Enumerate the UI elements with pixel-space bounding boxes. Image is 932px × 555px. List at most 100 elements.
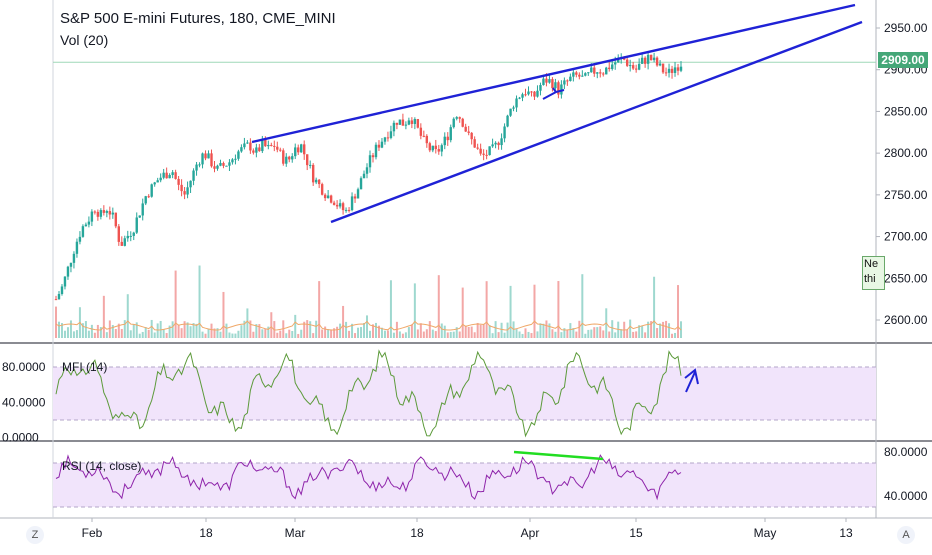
- candle-body: [138, 215, 141, 218]
- volume-bar: [204, 333, 207, 338]
- candle-body: [99, 210, 103, 217]
- volume-bar: [207, 328, 210, 338]
- volume-bar: [219, 331, 222, 338]
- volume-bar: [318, 281, 321, 338]
- volume-bar: [153, 332, 156, 338]
- volume-bar: [129, 330, 132, 338]
- candle-body: [545, 78, 548, 83]
- candle-body: [261, 139, 264, 152]
- candle-body: [102, 210, 106, 213]
- candle-body: [593, 67, 596, 74]
- candle-body: [225, 165, 228, 167]
- volume-bar: [174, 270, 177, 338]
- volume-bar: [189, 326, 192, 338]
- volume-bar: [288, 329, 291, 338]
- volume-bar: [476, 322, 479, 338]
- volume-bar: [84, 321, 87, 338]
- candle-body: [177, 178, 180, 185]
- volume-bar: [407, 327, 410, 338]
- candle-body: [201, 153, 204, 165]
- volume-label: Vol (20): [60, 32, 109, 48]
- candle-body: [587, 72, 590, 74]
- volume-bar: [255, 324, 258, 338]
- candle-body: [548, 79, 551, 83]
- volume-bar: [228, 332, 231, 338]
- volume-bar: [590, 329, 593, 338]
- candle-body: [664, 72, 668, 74]
- candle-body: [596, 72, 599, 74]
- candle-body: [614, 62, 617, 65]
- candle-body: [655, 57, 659, 66]
- candle-body: [377, 144, 381, 148]
- volume-bar: [75, 330, 78, 338]
- candle-body: [413, 119, 417, 124]
- candle-body: [156, 180, 159, 183]
- candle-body: [383, 137, 387, 142]
- rsi-divergence-line: [513, 450, 604, 461]
- candle-body: [530, 91, 533, 93]
- candle-body: [111, 212, 115, 215]
- price-tick-label: 2700.00: [884, 230, 928, 244]
- candle-body: [566, 80, 569, 82]
- candle-body: [300, 144, 303, 153]
- candle-body: [673, 67, 677, 73]
- volume-bar: [611, 320, 614, 338]
- candle-body: [515, 98, 518, 108]
- volume-bar: [150, 319, 153, 338]
- candle-body: [542, 78, 545, 86]
- candle-body: [288, 156, 291, 160]
- volume-bar: [554, 331, 557, 338]
- volume-bar: [560, 332, 563, 338]
- candle-body: [440, 145, 443, 152]
- volume-bar: [503, 332, 506, 338]
- candle-body: [509, 108, 512, 116]
- volume-bar: [416, 329, 419, 338]
- volume-bar: [677, 285, 680, 338]
- candle-body: [575, 72, 578, 75]
- time-tick-label: Mar: [285, 526, 306, 540]
- candle-body: [306, 154, 309, 166]
- volume-bar: [135, 322, 138, 338]
- volume-bar: [608, 331, 611, 338]
- candle-body: [270, 144, 273, 146]
- candle-body: [658, 63, 662, 66]
- volume-bar: [231, 333, 234, 338]
- volume-bar: [515, 329, 518, 338]
- candle-body: [398, 119, 402, 125]
- volume-bar: [168, 325, 171, 338]
- volume-bar: [291, 330, 294, 338]
- volume-bar: [252, 331, 255, 338]
- candle-body: [599, 72, 602, 74]
- candle-body: [267, 144, 270, 147]
- candle-body: [521, 94, 524, 98]
- volume-bar: [300, 329, 303, 338]
- volume-bar: [351, 323, 354, 338]
- volume-bar: [632, 331, 635, 338]
- candle-body: [165, 172, 168, 179]
- price-tick-label: 2650.00: [884, 271, 928, 285]
- volume-bar: [527, 331, 530, 338]
- volume-bar: [599, 326, 602, 338]
- volume-bar: [377, 325, 380, 338]
- volume-bar: [482, 323, 485, 338]
- volume-bar: [69, 320, 72, 338]
- auto-scale-button[interactable]: A: [897, 526, 915, 544]
- candle-body: [617, 58, 620, 63]
- volume-bar: [234, 333, 237, 338]
- note-callout[interactable]: Ne thi: [862, 256, 885, 290]
- volume-bar: [440, 323, 443, 338]
- candle-body: [285, 156, 288, 164]
- volume-bar: [389, 280, 392, 338]
- volume-bar: [60, 323, 63, 338]
- volume-bar: [575, 331, 578, 338]
- candle-body: [123, 238, 126, 246]
- zoom-button[interactable]: Z: [26, 526, 44, 544]
- time-tick-label: 15: [629, 526, 643, 540]
- candle-body: [652, 57, 656, 61]
- volume-bar: [650, 321, 653, 338]
- candle-body: [282, 150, 285, 164]
- candle-body: [237, 151, 240, 159]
- volume-bar: [57, 321, 60, 338]
- rsi-label: RSI (14, close): [62, 459, 142, 473]
